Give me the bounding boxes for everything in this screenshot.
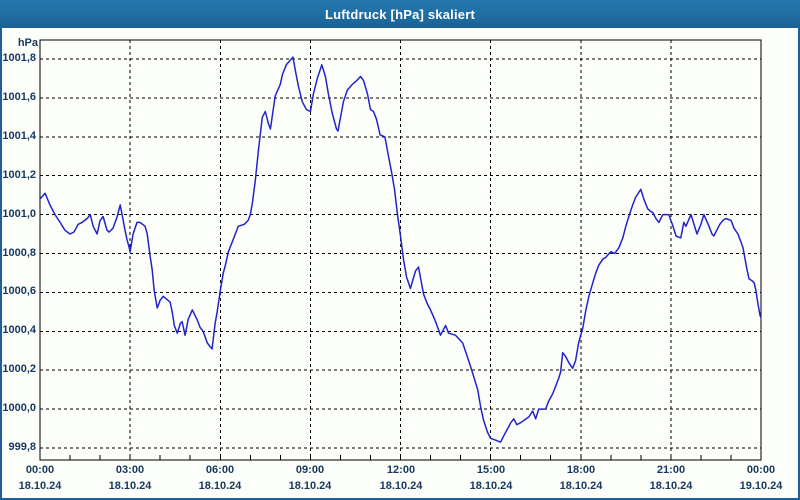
y-axis-unit-label: hPa [17,37,38,49]
y-axis-tick-label: 1000,2 [2,363,36,375]
x-axis-tick-label-date: 18.10.24 [559,480,603,492]
x-axis-tick-label-time: 00:00 [25,464,55,476]
x-axis-tick-label-date: 18.10.24 [198,480,242,492]
x-axis-tick-label-time: 15:00 [476,464,506,476]
x-axis-tick-label-date: 18.10.24 [288,480,332,492]
y-axis-tick-label: 1000,4 [2,324,36,336]
x-axis-tick-label-time: 18:00 [566,464,596,476]
y-axis-tick-label: 1001,0 [2,208,36,220]
x-axis-tick-label-time: 21:00 [656,464,686,476]
x-axis-tick-label-date: 18.10.24 [649,480,693,492]
window-frame-left [0,28,2,500]
x-axis-tick-label-time: 12:00 [386,464,416,476]
x-axis-tick-label-date: 18.10.24 [379,480,423,492]
y-axis-tick-label: 1001,6 [2,91,36,103]
page-title: Luftdruck [hPa] skaliert [325,6,475,22]
y-axis-tick-label: 1001,8 [2,52,36,64]
window-titlebar: Luftdruck [hPa] skaliert [0,0,800,28]
y-axis-tick-label: 999,8 [8,441,36,453]
x-axis-tick-label-time: 09:00 [295,464,325,476]
y-axis-tick-label: 1000,8 [2,247,36,259]
x-axis-tick-label-time: 06:00 [205,464,235,476]
x-axis-tick-label-time: 00:00 [746,464,776,476]
x-axis-tick-label-date: 19.10.24 [739,480,783,492]
y-axis-tick-label: 1000,0 [2,402,36,414]
window-frame-right [798,28,800,500]
window-frame-bottom [0,498,800,500]
y-axis-tick-label: 1001,4 [2,130,36,142]
x-axis-tick-label-time: 03:00 [115,464,145,476]
pressure-line-series [39,56,762,443]
x-axis-tick-label-date: 18.10.24 [18,480,62,492]
plot-border [39,39,762,461]
y-axis-tick-label: 1001,2 [2,169,36,181]
y-axis-tick-label: 1000,6 [2,285,36,297]
x-axis-tick-label-date: 18.10.24 [108,480,152,492]
x-axis-tick-label-date: 18.10.24 [469,480,513,492]
